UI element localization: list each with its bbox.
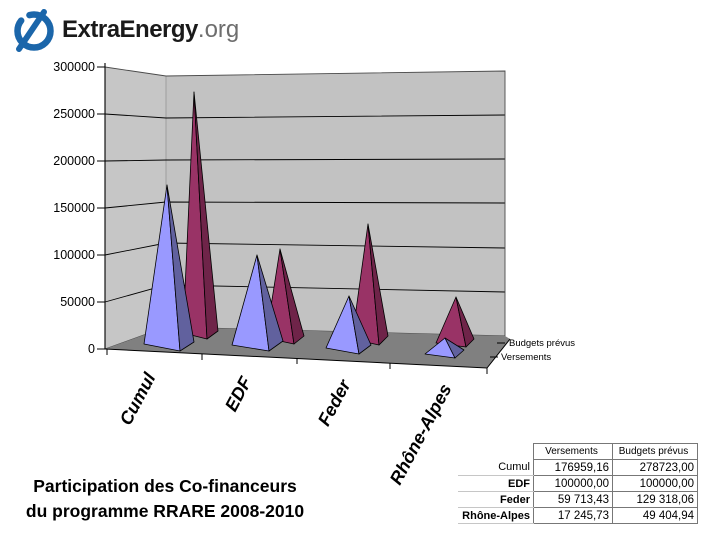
row-label-feder: Feder	[458, 491, 534, 508]
category-labels: Cumul EDF Feder Rhône-Alpes	[116, 369, 456, 488]
table-row: EDF 100000,00 100000,00	[458, 475, 698, 492]
ytick-150000: 150000	[53, 201, 95, 215]
table-row: Feder 59 713,43 129 318,06	[458, 491, 698, 508]
pyramid-feder-budgets-side	[367, 223, 389, 346]
ytick-0: 0	[88, 342, 95, 356]
pyramid-rhonealpes-budgets-side	[455, 296, 475, 348]
data-table: Versements Budgets prévus Cumul 176959,1…	[458, 443, 698, 524]
y-axis: 0 50000 100000 150000 200000 250000 3000…	[53, 60, 106, 356]
category-label-edf: EDF	[221, 373, 256, 415]
row-label-edf: EDF	[458, 475, 534, 492]
chart-title-line1: Participation des Co-financeurs	[33, 476, 297, 496]
pyramid-rhonealpes-versements-side	[444, 337, 465, 359]
series-label-budgets: Budgets prévus	[509, 338, 575, 349]
logo-slash	[16, 9, 47, 52]
pyramids	[143, 91, 475, 359]
gridline-250000	[104, 113, 506, 119]
category-label-feder: Feder	[314, 376, 355, 430]
logo-ring	[14, 11, 54, 51]
edf-budgets-value: 100000,00	[612, 475, 698, 492]
rhonealpes-budgets-value: 49 404,94	[612, 507, 698, 524]
pyramid-cumul-budgets-side	[193, 91, 219, 340]
pyramid-feder-versements-side	[348, 295, 372, 355]
pyramid-edf-budgets-side	[279, 248, 305, 345]
logo-name: ExtraEnergy	[62, 16, 198, 43]
chart-left-wall	[105, 67, 166, 349]
category-label-rhonealpes: Rhône-Alpes	[386, 380, 456, 487]
y-axis-ticks	[97, 66, 105, 350]
gridline-200000	[104, 158, 506, 162]
feder-versements-value: 59 713,43	[533, 491, 613, 508]
logo-suffix: .org	[197, 16, 240, 43]
chart-title: Participation des Co-financeurs du progr…	[10, 474, 320, 524]
rhonealpes-versements-value: 17 245,73	[533, 507, 613, 524]
row-label-cumul: Cumul	[458, 459, 534, 476]
feder-budgets-value: 129 318,06	[612, 491, 698, 508]
ytick-200000: 200000	[53, 154, 95, 168]
table-header-row: Versements Budgets prévus	[458, 443, 698, 460]
chart-title-line2: du programme RRARE 2008-2010	[25, 501, 305, 521]
category-label-cumul: Cumul	[116, 369, 160, 429]
x-axis-ticks	[106, 349, 488, 374]
edf-versements-value: 100000,00	[533, 475, 613, 492]
ytick-100000: 100000	[53, 248, 95, 262]
cumul-budgets-value: 278723,00	[612, 459, 698, 476]
cumul-versements-value: 176959,16	[533, 459, 613, 476]
table-header-budgets: Budgets prévus	[612, 443, 698, 460]
extraenergy-logo-icon	[14, 9, 54, 52]
table-header-versements: Versements	[533, 443, 613, 460]
table-row: Cumul 176959,16 278723,00	[458, 459, 698, 476]
table-row: Rhône-Alpes 17 245,73 49 404,94	[458, 507, 698, 524]
chart-back-wall	[166, 71, 505, 336]
ytick-50000: 50000	[60, 295, 95, 309]
ytick-250000: 250000	[53, 107, 95, 121]
extraenergy-logo: ExtraEnergy .org	[10, 6, 239, 54]
series-axis: Budgets prévus Versements	[490, 338, 575, 363]
pyramid-cumul-versements-side	[166, 184, 195, 352]
pyramid-edf-versements-side	[256, 254, 284, 352]
row-label-rhonealpes: Rhône-Alpes	[458, 507, 534, 524]
series-label-versements: Versements	[501, 352, 551, 363]
table-corner-cell	[458, 444, 534, 460]
ytick-300000: 300000	[53, 60, 95, 74]
